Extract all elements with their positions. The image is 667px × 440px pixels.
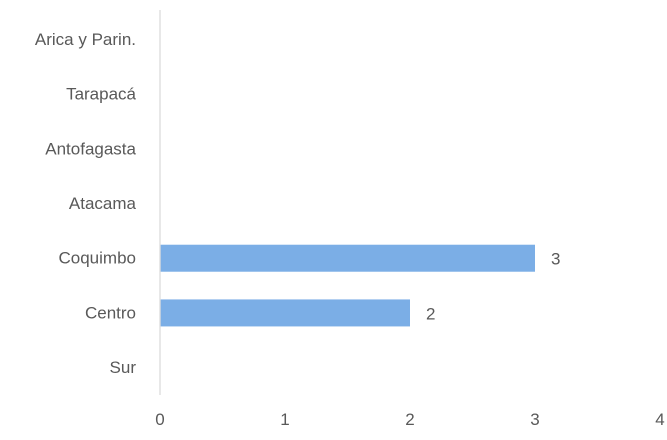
x-tick-label: 0: [155, 410, 164, 429]
x-tick-label: 2: [405, 410, 414, 429]
category-label: Antofagasta: [45, 139, 136, 158]
category-label: Tarapacá: [66, 85, 136, 104]
bar: [160, 299, 410, 327]
data-label: 2: [426, 304, 435, 323]
category-label: Sur: [110, 358, 137, 377]
bars-layer: [160, 244, 535, 327]
bar: [160, 244, 535, 272]
category-label: Centro: [85, 303, 136, 322]
data-label: 3: [551, 250, 560, 269]
category-label: Atacama: [69, 194, 137, 213]
x-tick-label: 1: [280, 410, 289, 429]
x-tick-label: 3: [530, 410, 539, 429]
labels-layer: Arica y Parin. Tarapacá Antofagasta Atacama…: [35, 30, 665, 429]
x-tick-label: 4: [655, 410, 664, 429]
category-label: Coquimbo: [59, 249, 137, 268]
category-label: Arica y Parin.: [35, 30, 136, 49]
